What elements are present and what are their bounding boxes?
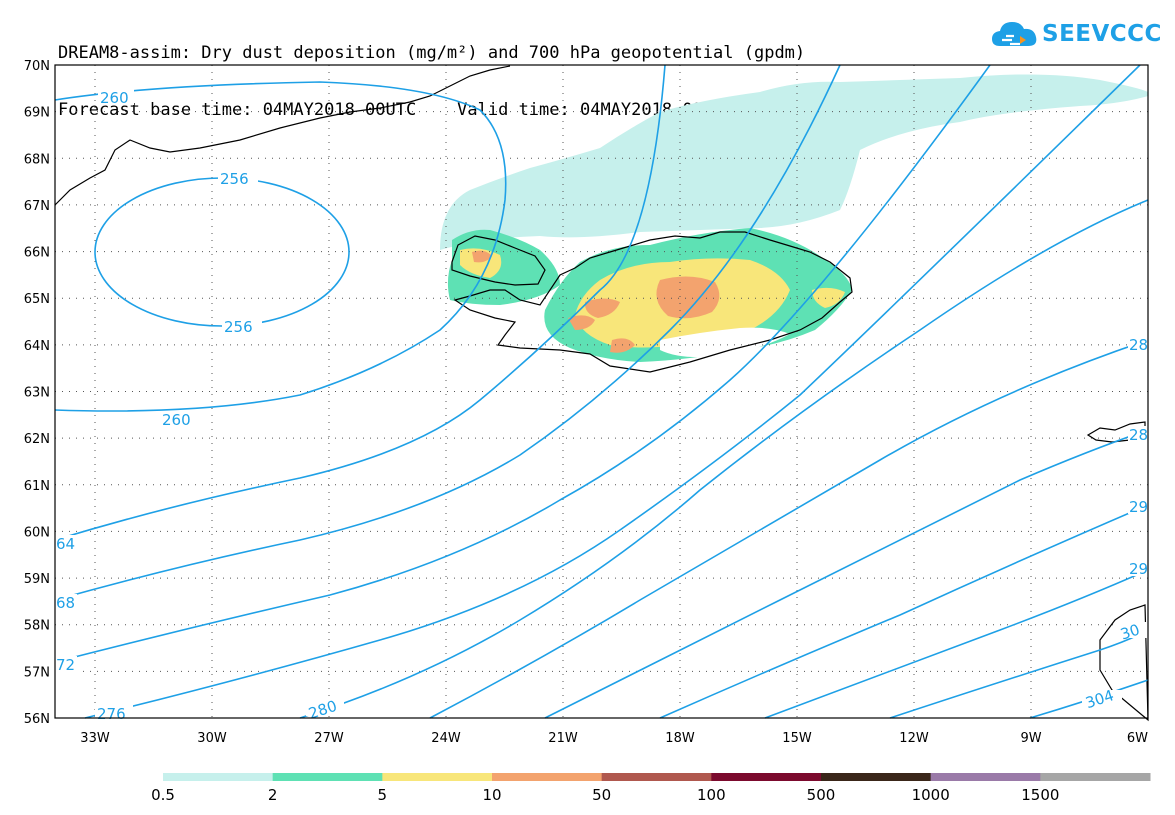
contour-label: 72	[56, 656, 75, 674]
latitude-label: 70N	[24, 59, 50, 74]
contour-line	[54, 64, 991, 663]
contour-label: 260	[162, 411, 191, 429]
contour-label: 29	[1129, 560, 1148, 578]
contour-line	[299, 199, 1149, 719]
latitude-label: 61N	[24, 479, 50, 494]
contour-line	[764, 569, 1149, 719]
legend-swatch	[382, 773, 493, 781]
logo-text: SEEVCCC	[1042, 21, 1162, 47]
longitude-label: 24W	[431, 731, 461, 746]
contour-line	[429, 339, 1149, 719]
cloud-icon	[992, 22, 1037, 46]
latitude-label: 59N	[24, 572, 50, 587]
map-gridlines	[55, 65, 1148, 718]
iceland-coastline	[453, 231, 853, 373]
latitude-label: 67N	[24, 199, 50, 214]
contour-label: 64	[56, 535, 75, 553]
legend-swatch	[711, 773, 822, 781]
coastlines	[54, 65, 1149, 722]
contour-label: 30	[1118, 621, 1142, 644]
legend-swatch	[601, 773, 712, 781]
longitude-label: 6W	[1127, 731, 1148, 746]
legend-label: 50	[592, 786, 611, 804]
legend-label: 500	[807, 786, 836, 804]
color-legend: 0.5 2 5 10 50 100 500 1000 1500	[151, 773, 1151, 804]
legend-label: 0.5	[151, 786, 175, 804]
contour-label: 29	[1129, 498, 1148, 516]
latitude-label: 57N	[24, 665, 50, 680]
longitude-label: 9W	[1020, 731, 1041, 746]
contour-label: 28	[1129, 426, 1148, 444]
contour-line	[54, 64, 666, 541]
contour-label: 68	[56, 594, 75, 612]
map-frame	[54, 64, 1149, 719]
contour-label: 276	[97, 705, 126, 723]
legend-swatch	[163, 773, 274, 781]
longitude-label: 30W	[197, 731, 227, 746]
contour-line	[54, 81, 507, 412]
legend-label: 1000	[912, 786, 950, 804]
longitude-label: 33W	[80, 731, 110, 746]
latitude-label: 66N	[24, 246, 50, 261]
longitude-label: 27W	[314, 731, 344, 746]
latitude-label: 68N	[24, 152, 50, 167]
latitude-labels: 70N 69N 68N 67N 66N 65N 64N 63N 62N 61N 60N 59N 58N 5…	[24, 59, 50, 727]
contour-line	[544, 429, 1149, 719]
title-line-1: DREAM8-assim: Dry dust deposition (mg/m²…	[58, 43, 806, 63]
legend-swatch	[1040, 773, 1151, 781]
legend-label: 100	[697, 786, 726, 804]
contour-line	[54, 64, 841, 601]
legend-label: 5	[378, 786, 388, 804]
contour-line	[94, 177, 350, 327]
greenland-coastline	[54, 65, 511, 206]
legend-swatch	[821, 773, 932, 781]
longitude-label: 12W	[899, 731, 929, 746]
seevccc-logo: SEEVCCC	[990, 16, 1162, 56]
contour-line	[659, 504, 1149, 719]
legend-swatch	[272, 773, 383, 781]
latitude-label: 64N	[24, 339, 50, 354]
legend-label: 10	[482, 786, 501, 804]
longitude-label: 15W	[782, 731, 812, 746]
westfjords-coastline	[451, 235, 546, 286]
latitude-label: 69N	[24, 106, 50, 121]
legend-label: 2	[268, 786, 278, 804]
latitude-label: 65N	[24, 292, 50, 307]
contour-label: 256	[220, 170, 249, 188]
latitude-label: 63N	[24, 386, 50, 401]
longitude-labels: 33W 30W 27W 24W 21W 18W 15W 12W 9W 6W	[80, 731, 1148, 746]
latitude-label: 62N	[24, 432, 50, 447]
contour-label: 256	[224, 318, 253, 336]
map-title: DREAM8-assim: Dry dust deposition (mg/m²…	[58, 6, 805, 139]
contour-line	[889, 629, 1149, 719]
latitude-label: 56N	[24, 712, 50, 727]
longitude-label: 18W	[665, 731, 695, 746]
contour-label: 260	[100, 89, 129, 107]
legend-label: 1500	[1021, 786, 1059, 804]
latitude-label: 58N	[24, 619, 50, 634]
contour-line	[84, 64, 1141, 719]
legend-swatch	[930, 773, 1041, 781]
longitude-label: 21W	[548, 731, 578, 746]
latitude-label: 60N	[24, 525, 50, 540]
contour-label: 28	[1129, 336, 1148, 354]
scotland-coastline	[1099, 604, 1149, 722]
contour-labels: 260 256 256 260 64 68 72 276 280 304 28 …	[55, 89, 1150, 723]
dust-deposition-field	[440, 74, 1148, 362]
legend-swatch	[492, 773, 603, 781]
